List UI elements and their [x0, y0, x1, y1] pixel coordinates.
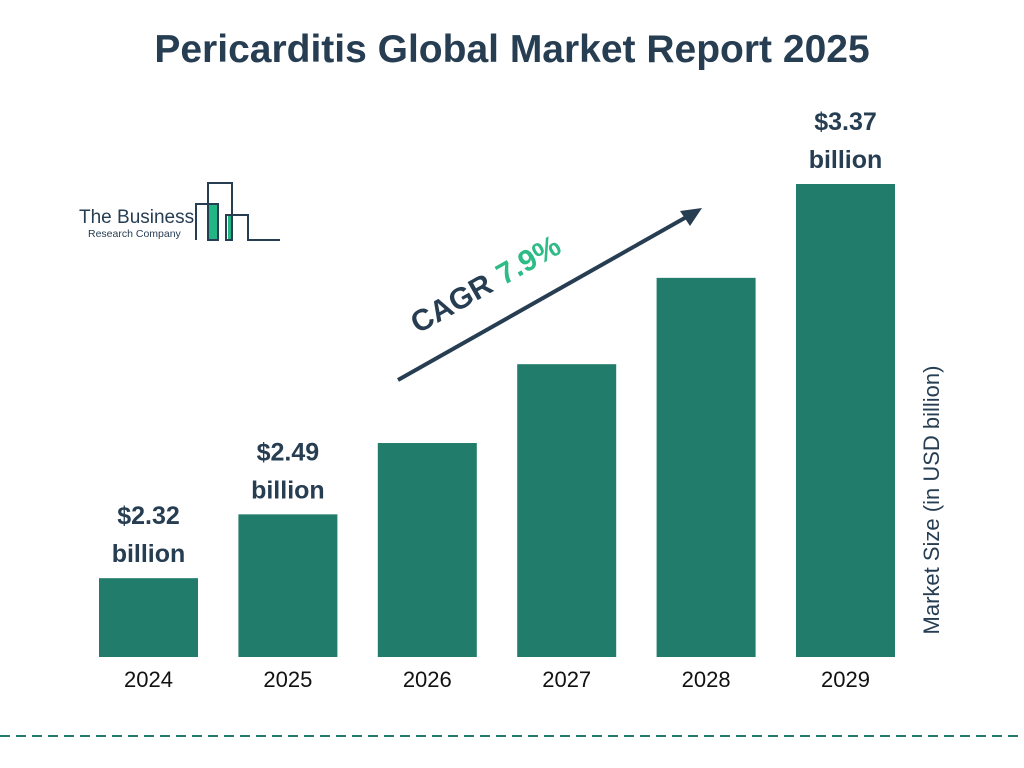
logo-line1: The Business	[79, 207, 194, 228]
logo: The Business Research Company	[79, 182, 280, 241]
x-tick-label: 2025	[263, 667, 312, 692]
bar-2025	[238, 514, 338, 657]
chart-title: Pericarditis Global Market Report 2025	[154, 28, 870, 71]
logo-outline-icon	[195, 182, 280, 241]
y-axis-label: Market Size (in USD billion)	[919, 365, 944, 635]
x-tick-label: 2027	[542, 667, 591, 692]
bar-2029	[796, 184, 895, 657]
data-label-value: $3.37	[814, 108, 877, 136]
x-tick-label: 2029	[821, 667, 870, 692]
logo-bar-icon	[228, 215, 233, 240]
data-label-unit: billion	[251, 476, 325, 504]
data-label-unit: billion	[112, 540, 186, 568]
cagr-value: 7.9%	[491, 229, 567, 291]
logo-bar-icon	[209, 204, 218, 240]
x-tick-label: 2028	[682, 667, 731, 692]
x-tick-label: 2026	[403, 667, 452, 692]
cagr-annotation: CAGR7.9%	[397, 208, 702, 382]
data-label-value: $2.49	[257, 438, 320, 466]
data-label-value: $2.32	[117, 502, 180, 530]
logo-line2: Research Company	[88, 228, 182, 240]
bar-2028	[656, 277, 756, 657]
arrow-head-icon	[680, 208, 702, 226]
x-tick-label: 2024	[124, 667, 173, 692]
svg-text:CAGR7.9%: CAGR7.9%	[405, 229, 566, 340]
bar-2024	[99, 578, 198, 657]
bar-2026	[377, 443, 477, 657]
data-label-unit: billion	[809, 146, 883, 174]
bar-2027	[517, 364, 617, 657]
